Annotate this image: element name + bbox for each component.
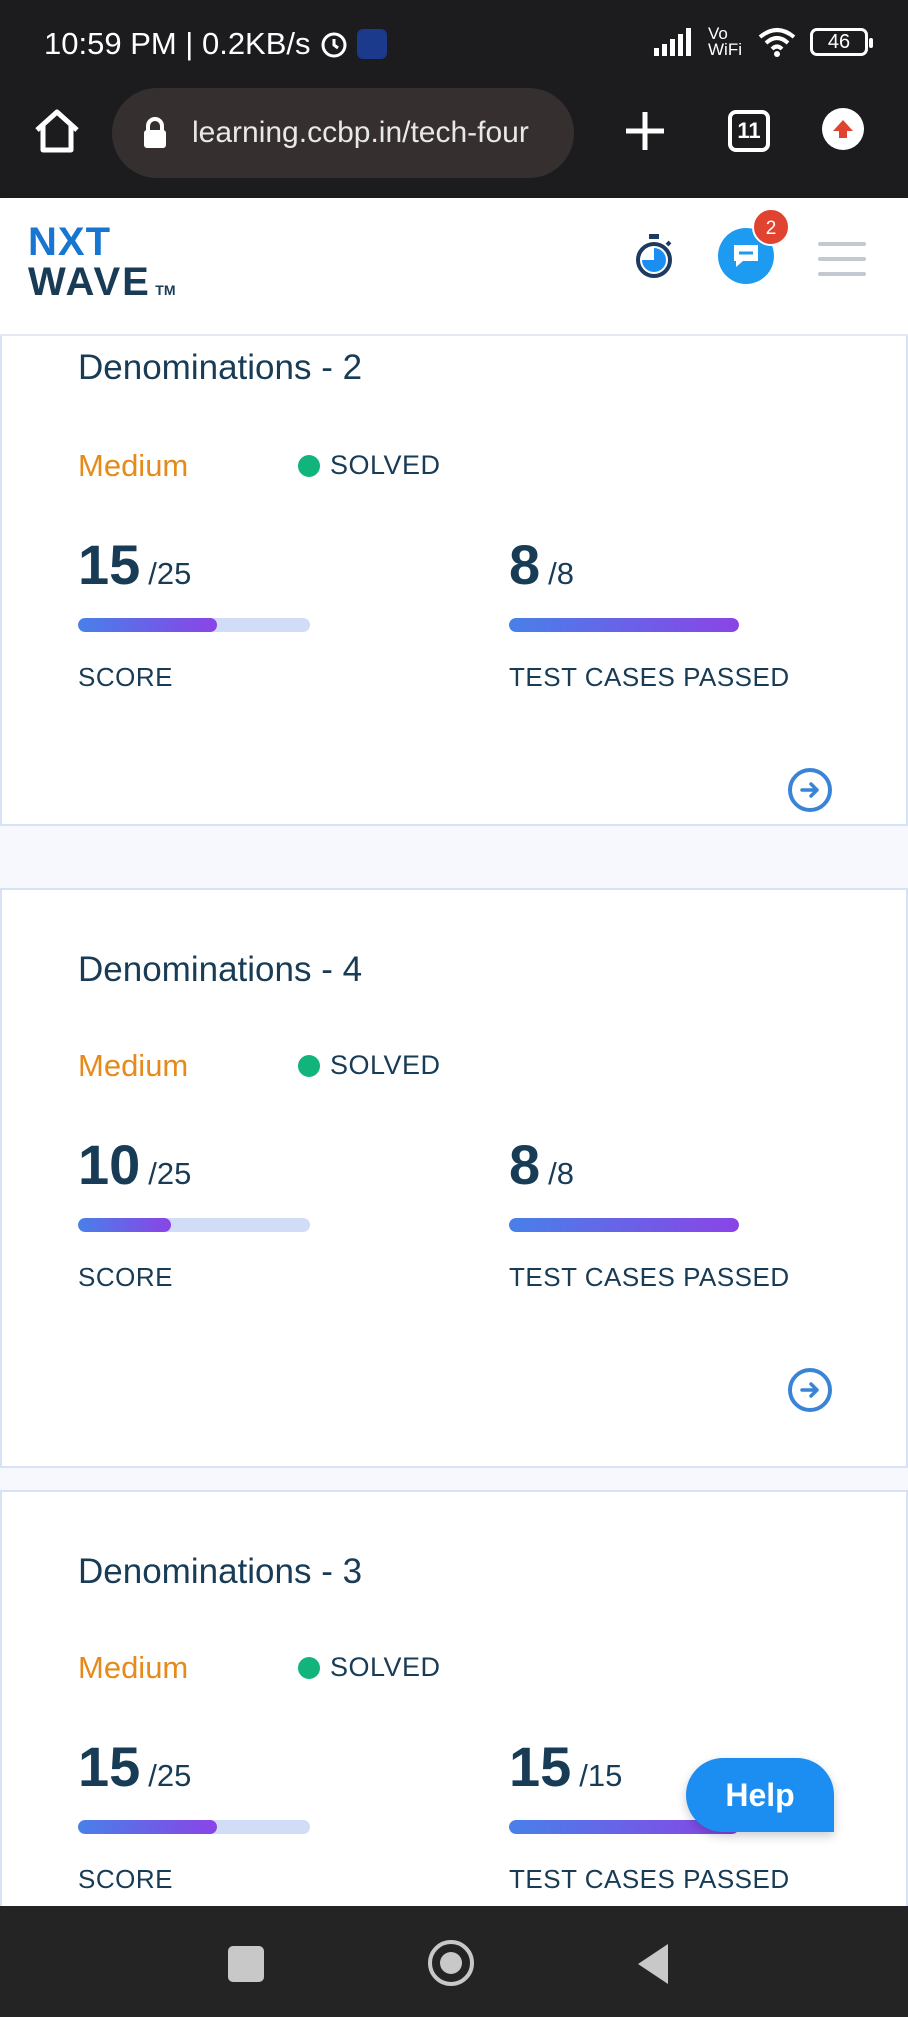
lock-icon xyxy=(144,117,166,148)
arrow-right-icon xyxy=(800,782,819,798)
hamburger-icon[interactable] xyxy=(818,242,866,276)
score-progress-fill xyxy=(78,618,218,632)
signal-icon xyxy=(654,28,691,56)
arrow-right-icon xyxy=(800,1382,819,1398)
tests-total: /8 xyxy=(548,1156,575,1191)
tests-number: 8 xyxy=(509,1133,541,1196)
home-circle-icon[interactable] xyxy=(428,1940,474,1986)
tests-total: /15 xyxy=(579,1758,623,1793)
stopwatch-icon[interactable] xyxy=(634,234,674,280)
solved-dot-icon xyxy=(298,454,320,477)
nxtwave-logo[interactable]: NXT WAVE TM xyxy=(28,222,188,302)
url-bar[interactable]: learning.ccbp.in/tech-four xyxy=(112,88,574,178)
recent-apps-icon[interactable] xyxy=(228,1946,264,1982)
problem-title: Denominations - 3 xyxy=(78,1552,363,1591)
problem-card: Denominations - 3 Medium SOLVED 15/25 SC… xyxy=(0,1490,908,1906)
score-progress-fill xyxy=(78,1820,218,1834)
score-progress-bar xyxy=(78,1218,310,1232)
wifi-icon xyxy=(758,28,796,57)
difficulty-label: Medium xyxy=(78,1048,189,1083)
logo-line2: WAVE xyxy=(28,260,151,304)
status-right: Vo WiFi 46 xyxy=(654,24,873,59)
difficulty-label: Medium xyxy=(78,1650,189,1685)
solved-dot-icon xyxy=(298,1054,320,1077)
difficulty-label: Medium xyxy=(78,448,189,483)
tests-progress-fill xyxy=(509,618,739,632)
score-total: /25 xyxy=(148,1758,192,1793)
status-text: SOLVED xyxy=(330,1652,441,1682)
url-text: learning.ccbp.in/tech-four xyxy=(192,116,529,149)
score-number: 10 xyxy=(78,1133,141,1196)
tests-label: TEST CASES PASSED xyxy=(509,662,790,692)
score-number: 15 xyxy=(78,533,141,596)
arrow-up-icon xyxy=(833,120,853,138)
chat-icon xyxy=(734,245,758,267)
score-value: 15/25 xyxy=(78,1734,191,1799)
back-icon[interactable] xyxy=(638,1944,668,1984)
app-header: NXT WAVE TM 2 xyxy=(0,198,908,336)
status-badge: SOLVED xyxy=(298,1652,441,1683)
status-badge: SOLVED xyxy=(298,1050,441,1081)
status-text: SOLVED xyxy=(330,450,441,480)
score-label: SCORE xyxy=(78,1864,173,1894)
tests-progress-fill xyxy=(509,1820,739,1834)
battery-indicator: 46 xyxy=(810,28,873,56)
chat-badge: 2 xyxy=(752,208,790,246)
tests-label: TEST CASES PASSED xyxy=(509,1864,790,1894)
system-nav-bar xyxy=(0,1906,908,2017)
tests-progress-fill xyxy=(509,1218,739,1232)
score-total: /25 xyxy=(148,1156,192,1191)
logo-tm: TM xyxy=(155,282,176,298)
update-button[interactable] xyxy=(822,108,864,150)
status-badge: SOLVED xyxy=(298,450,441,481)
problems-list: Denominations - 2 Medium SOLVED 15/25 SC… xyxy=(0,336,908,1906)
plus-icon[interactable] xyxy=(618,104,672,158)
status-text: SOLVED xyxy=(330,1050,441,1080)
alarm-icon xyxy=(321,32,347,58)
score-value: 15/25 xyxy=(78,532,191,597)
logo-line1: NXT xyxy=(28,220,111,264)
score-progress-bar xyxy=(78,618,310,632)
score-total: /25 xyxy=(148,556,192,591)
open-problem-button[interactable] xyxy=(788,768,832,812)
status-left: 10:59 PM | 0.2KB/s xyxy=(44,26,387,62)
problem-card: Denominations - 2 Medium SOLVED 15/25 SC… xyxy=(0,336,908,826)
score-number: 15 xyxy=(78,1735,141,1798)
tests-progress-bar xyxy=(509,1820,739,1834)
tab-switcher-button[interactable]: 11 xyxy=(728,110,770,152)
score-value: 10/25 xyxy=(78,1132,191,1197)
tests-total: /8 xyxy=(548,556,575,591)
browser-toolbar: learning.ccbp.in/tech-four 11 xyxy=(0,88,908,198)
status-time-speed: 10:59 PM | 0.2KB/s xyxy=(44,26,311,61)
tests-value: 15/15 xyxy=(509,1734,622,1799)
score-label: SCORE xyxy=(78,662,173,692)
tests-number: 8 xyxy=(509,533,541,596)
tests-label: TEST CASES PASSED xyxy=(509,1262,790,1292)
home-icon[interactable] xyxy=(32,106,82,156)
problem-title: Denominations - 2 xyxy=(78,348,363,387)
tests-value: 8/8 xyxy=(509,1132,574,1197)
tests-progress-bar xyxy=(509,1218,739,1232)
score-label: SCORE xyxy=(78,1262,173,1292)
vowifi-label: Vo WiFi xyxy=(708,24,742,59)
help-button[interactable]: Help xyxy=(686,1758,834,1832)
score-progress-bar xyxy=(78,1820,310,1834)
score-progress-fill xyxy=(78,1218,171,1232)
tests-number: 15 xyxy=(509,1735,572,1798)
problem-title: Denominations - 4 xyxy=(78,950,363,989)
problem-card: Denominations - 4 Medium SOLVED 10/25 SC… xyxy=(0,888,908,1468)
tests-progress-bar xyxy=(509,618,739,632)
status-bar: 10:59 PM | 0.2KB/s Vo WiFi 46 xyxy=(0,0,908,88)
open-problem-button[interactable] xyxy=(788,1368,832,1412)
tests-value: 8/8 xyxy=(509,532,574,597)
solved-dot-icon xyxy=(298,1656,320,1679)
hotstar-app-icon xyxy=(356,29,387,59)
